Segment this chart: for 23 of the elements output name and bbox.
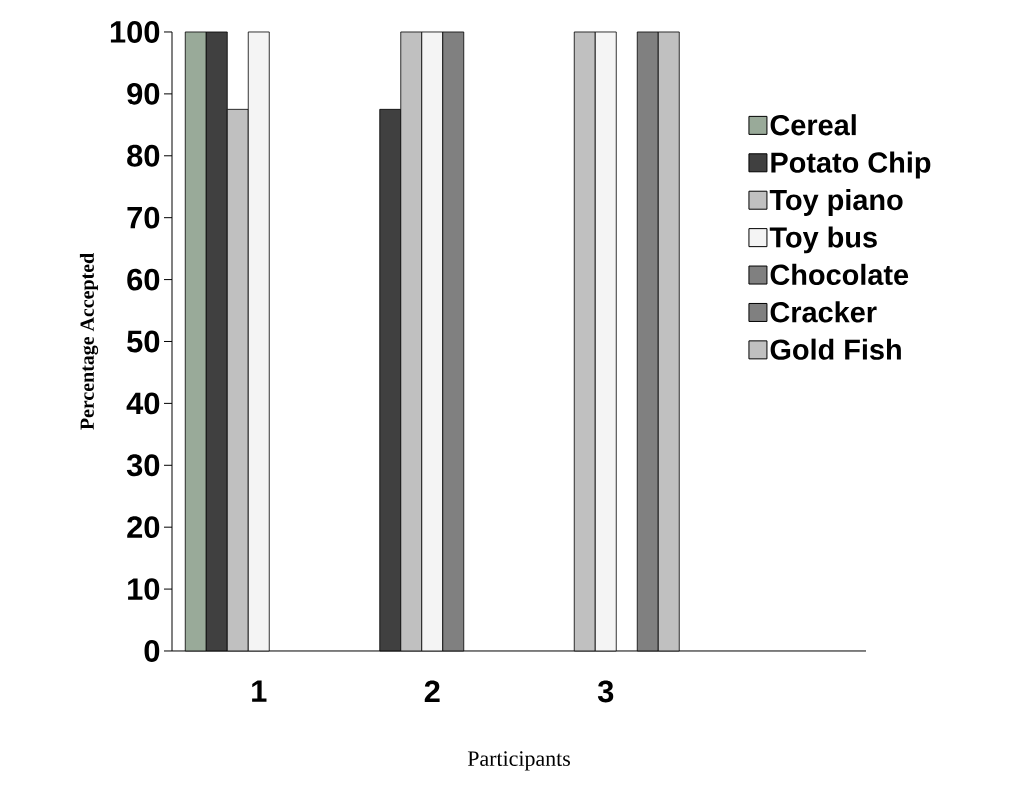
legend-label: Cereal [770, 114, 856, 136]
y-axis-title: Percentage Accepted [79, 253, 99, 430]
legend-label: Cracker [770, 301, 877, 323]
y-tick-label: 0 [144, 640, 160, 662]
y-tick-label: 60 [127, 268, 160, 291]
y-tick-label: 70 [127, 206, 160, 229]
x-axis-title: Participants [467, 751, 570, 771]
x-tick-label: 3 [597, 680, 614, 703]
legend-label: Potato Chip [771, 151, 931, 179]
legend-label: Toy bus [769, 226, 877, 254]
legend-label: Toy piano [769, 189, 903, 216]
y-tick-label: 90 [127, 82, 160, 105]
y-tick-label: 40 [126, 392, 160, 415]
y-tick-label: 30 [126, 454, 160, 477]
y-tick-label: 50 [127, 330, 160, 353]
y-tick-label: 10 [128, 578, 160, 601]
y-tick-label: 20 [127, 516, 160, 539]
y-tick-label: 80 [127, 144, 160, 167]
y-tick-label: 100 [110, 21, 160, 43]
x-tick-label: 1 [252, 680, 267, 702]
x-tick-label: 2 [424, 680, 440, 703]
legend-label: Chocolate [770, 263, 909, 286]
legend-label: Gold Fish [770, 338, 901, 360]
